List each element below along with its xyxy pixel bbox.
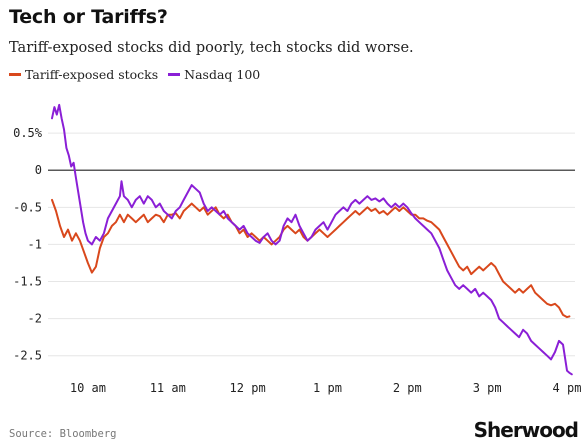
- y-tick-label: -0.5: [13, 200, 42, 214]
- legend-item-tariff: Tariff-exposed stocks: [9, 67, 158, 82]
- series-line-nasdaq: [51, 103, 573, 376]
- legend-swatch-nasdaq: [168, 73, 181, 76]
- chart-subtitle: Tariff-exposed stocks did poorly, tech s…: [9, 40, 414, 56]
- x-tick-label: 11 am: [150, 381, 186, 395]
- legend-item-nasdaq: Nasdaq 100: [168, 67, 260, 82]
- chart-title: Tech or Tariffs?: [9, 6, 168, 28]
- x-tick-label: 3 pm: [473, 381, 502, 395]
- y-tick-label: -2.5: [13, 349, 42, 363]
- x-tick-label: 1 pm: [313, 381, 342, 395]
- y-tick-label: 0.5%: [13, 126, 43, 140]
- legend-label-tariff: Tariff-exposed stocks: [25, 67, 159, 82]
- legend-swatch-tariff: [9, 73, 21, 76]
- legend-label-nasdaq: Nasdaq 100: [184, 67, 261, 82]
- sherwood-logo: Sherwood: [473, 418, 579, 442]
- y-tick-label: 0: [35, 163, 42, 177]
- chart-legend: Tariff-exposed stocks Nasdaq 100: [9, 67, 270, 82]
- x-tick-label: 2 pm: [393, 381, 422, 395]
- y-tick-label: -2: [28, 312, 42, 326]
- x-tick-label: 4 pm: [553, 381, 582, 395]
- y-tick-label: -1: [28, 237, 42, 251]
- source-note: Source: Bloomberg: [9, 428, 117, 440]
- x-tick-label: 12 pm: [230, 381, 266, 395]
- x-tick-label: 10 am: [70, 381, 106, 395]
- y-tick-label: -1.5: [13, 275, 42, 289]
